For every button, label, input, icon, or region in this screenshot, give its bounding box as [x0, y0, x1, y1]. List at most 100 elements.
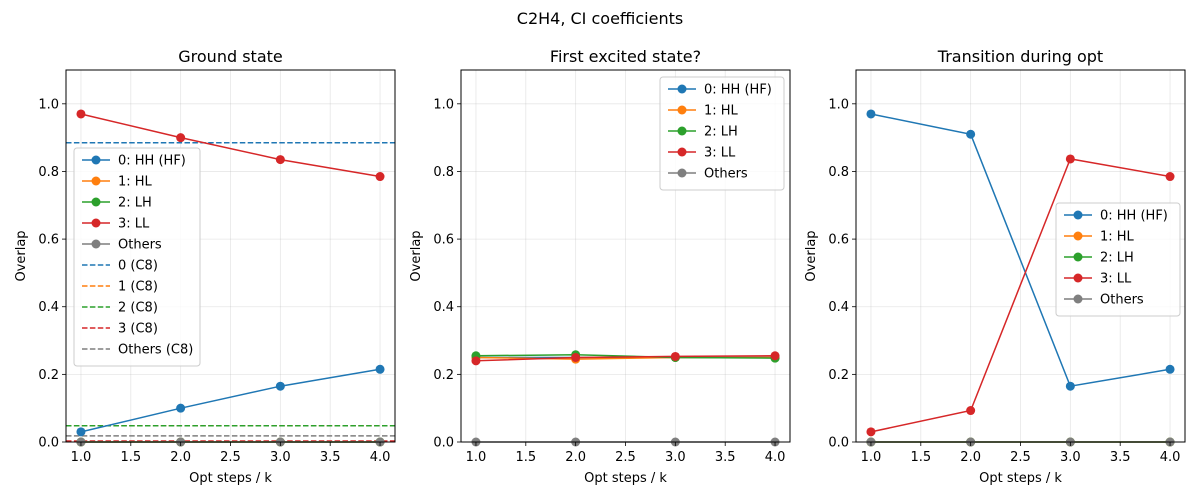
legend-label: Others	[118, 238, 162, 253]
legend-label: Others	[1100, 293, 1144, 308]
data-point	[1065, 381, 1075, 391]
legend-label: 3: LL	[118, 217, 150, 232]
chart-title: Ground state	[178, 47, 282, 66]
legend-item: 1: HL	[668, 104, 739, 119]
y-tick-label: 1.0	[38, 97, 59, 112]
legend-item: 2 (C8)	[82, 301, 158, 316]
legend-label: 0: HH (HF)	[704, 83, 772, 98]
y-tick-label: 0.2	[38, 368, 59, 383]
data-point	[770, 351, 780, 361]
legend-label: 1: HL	[704, 104, 739, 119]
x-tick-label: 1.0	[466, 450, 487, 465]
x-axis-label: Opt steps / k	[584, 471, 667, 486]
y-tick-label: 0.2	[433, 368, 454, 383]
data-point	[571, 352, 581, 362]
legend-label: 0: HH (HF)	[118, 154, 186, 169]
legend-marker	[677, 147, 687, 157]
legend-box	[659, 76, 785, 191]
data-point	[275, 155, 285, 165]
x-tick-label: 2.5	[220, 450, 241, 465]
series-line	[870, 158, 1171, 433]
legend-marker	[1073, 252, 1083, 262]
legend-item: Others	[1064, 293, 1144, 308]
chart-title: Transition during opt	[937, 47, 1103, 66]
legend-box	[1055, 202, 1181, 317]
legend-item: 0: HH (HF)	[82, 154, 186, 169]
y-tick-label: 0.6	[38, 233, 59, 248]
y-axis-label: Overlap	[409, 230, 424, 281]
y-tick-label: 0.6	[433, 233, 454, 248]
legend-label: 2: LH	[118, 196, 152, 211]
legend-label: 2: LH	[704, 125, 738, 140]
legend-marker	[1073, 273, 1083, 283]
legend-label: 2: LH	[1100, 251, 1134, 266]
data-point	[471, 356, 481, 366]
legend-item: 2: LH	[668, 125, 738, 140]
x-tick-label: 3.5	[1110, 450, 1131, 465]
legend-label: 3 (C8)	[118, 322, 158, 337]
data-point	[375, 172, 385, 182]
data-point	[375, 364, 385, 374]
legend: 0: HH (HF) 1: HL 2: LH 3: LL Others	[1055, 202, 1181, 317]
y-tick-label: 0.4	[38, 300, 59, 315]
x-tick-label: 3.0	[1060, 450, 1081, 465]
legend-label: 1 (C8)	[118, 280, 158, 295]
data-point	[1165, 172, 1175, 182]
legend-label: 0 (C8)	[118, 259, 158, 274]
y-tick-label: 0.8	[38, 165, 59, 180]
legend: 0: HH (HF) 1: HL 2: LH 3: LL Others 0 (C8) 1 (…	[73, 147, 201, 367]
data-point	[866, 427, 876, 437]
y-tick-label: 0.2	[828, 368, 849, 383]
x-tick-label: 1.0	[71, 450, 92, 465]
legend-label: Others	[704, 167, 748, 182]
legend-label: 2 (C8)	[118, 301, 158, 316]
legend-item: 3: LL	[82, 217, 150, 232]
x-tick-label: 3.0	[270, 450, 291, 465]
legend-label: 1: HL	[118, 175, 153, 190]
data-point	[176, 133, 186, 143]
legend-marker	[677, 168, 687, 178]
legend-item: 3: LL	[668, 146, 736, 161]
y-tick-label: 0.8	[828, 165, 849, 180]
y-tick-label: 0.6	[828, 233, 849, 248]
legend-item: 1: HL	[82, 175, 153, 190]
series-line	[80, 113, 381, 178]
y-tick-label: 0.8	[433, 165, 454, 180]
chart-panel-3: 1.0 1.5 2.0 2.5 3.0 3.5 4.0 0.0 0.2 0.4 0.6 0.8 1.0 T…	[804, 47, 1186, 486]
legend-marker	[91, 239, 101, 249]
data-point	[1065, 154, 1075, 164]
legend-item: 2: LH	[1064, 251, 1134, 266]
x-tick-label: 2.5	[1010, 450, 1031, 465]
data-point	[176, 403, 186, 413]
chart-title: First excited state?	[550, 47, 701, 66]
y-tick-label: 1.0	[433, 97, 454, 112]
x-axis-label: Opt steps / k	[189, 471, 272, 486]
data-point	[670, 351, 680, 361]
y-tick-label: 0.0	[38, 436, 59, 451]
data-point	[966, 129, 976, 139]
chart-panel-2: 1.0 1.5 2.0 2.5 3.0 3.5 4.0 0.0 0.2 0.4 0.6 0.8 1.0 F…	[409, 47, 791, 486]
y-tick-label: 0.0	[433, 436, 454, 451]
legend-marker	[91, 218, 101, 228]
x-tick-label: 4.0	[765, 450, 786, 465]
figure-title: C2H4, CI coefficients	[517, 9, 683, 28]
x-tick-label: 3.0	[665, 450, 686, 465]
legend-item: 0: HH (HF)	[1064, 209, 1168, 224]
x-tick-label: 1.0	[861, 450, 882, 465]
legend-label: 3: LL	[704, 146, 736, 161]
chart-panel-1: 1.0 1.5 2.0 2.5 3.0 3.5 4.0 0.0 0.2 0.4 0.6 0.8 1.0 G…	[14, 47, 396, 486]
legend-item: 1: HL	[1064, 230, 1135, 245]
data-point	[866, 109, 876, 119]
series-line	[475, 355, 776, 362]
x-tick-label: 4.0	[1160, 450, 1181, 465]
legend-item: 3: LL	[1064, 272, 1132, 287]
y-axis-label: Overlap	[804, 230, 819, 281]
x-tick-label: 4.0	[370, 450, 391, 465]
legend-marker	[677, 105, 687, 115]
panels: 1.0 1.5 2.0 2.5 3.0 3.5 4.0 0.0 0.2 0.4 0.6 0.8 1.0 G…	[14, 47, 1186, 486]
legend-marker	[677, 84, 687, 94]
data-point	[275, 381, 285, 391]
x-tick-label: 1.5	[515, 450, 536, 465]
series-line	[475, 353, 776, 359]
series-line	[870, 113, 1171, 388]
